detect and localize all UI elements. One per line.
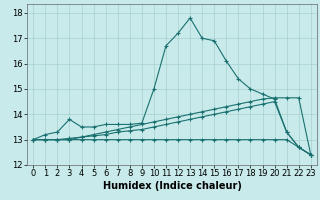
X-axis label: Humidex (Indice chaleur): Humidex (Indice chaleur): [103, 181, 241, 191]
